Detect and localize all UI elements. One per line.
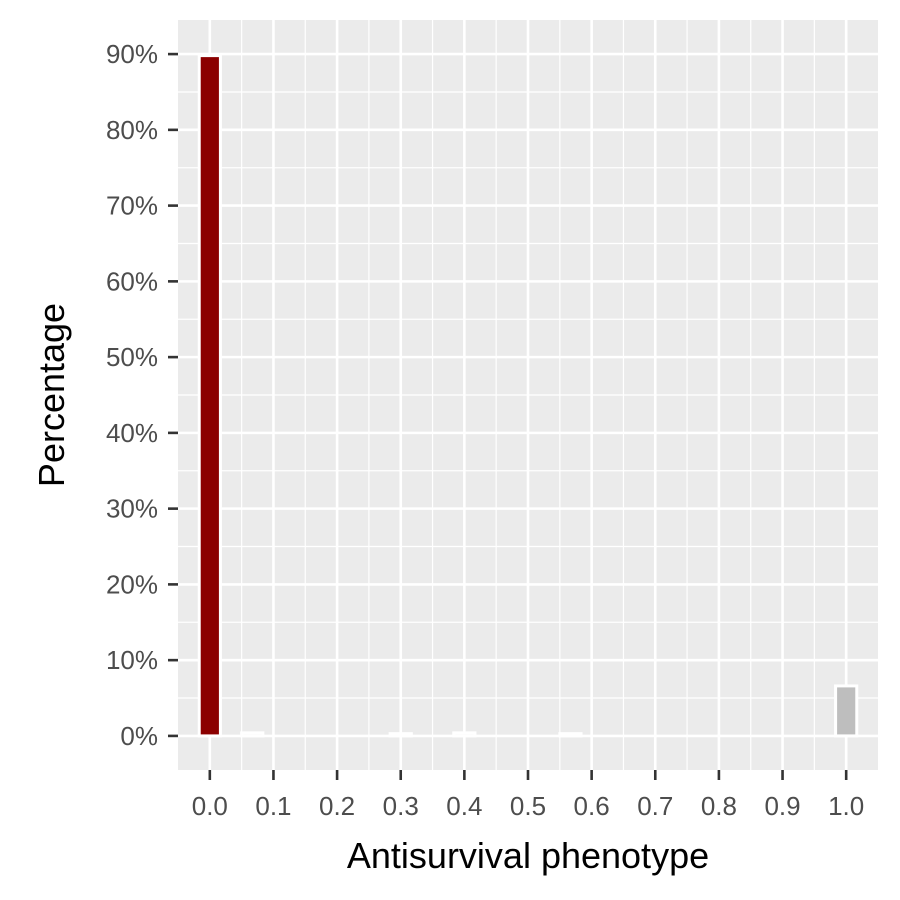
x-axis: 0.0 0.1 0.2 0.3 0.4 0.5 0.6 0.7 0.8 0.9 1.0 [192, 770, 864, 821]
x-tick-label: 0.5 [510, 791, 546, 821]
x-tick-label: 0.4 [446, 791, 482, 821]
y-tick-label: 90% [106, 39, 158, 69]
bar [452, 731, 477, 738]
x-tick-label: 0.3 [383, 791, 419, 821]
y-tick-label: 80% [106, 115, 158, 145]
bars [197, 54, 859, 738]
x-tick-label: 0.0 [192, 791, 228, 821]
x-tick-label: 0.2 [319, 791, 355, 821]
y-tick-label: 50% [106, 342, 158, 372]
bar [197, 54, 222, 738]
x-tick-label: 0.1 [255, 791, 291, 821]
y-tick-label: 70% [106, 191, 158, 221]
x-axis-title: Antisurvival phenotype [347, 835, 709, 876]
x-tick-label: 0.9 [764, 791, 800, 821]
y-tick-label: 40% [106, 418, 158, 448]
bar [558, 732, 583, 738]
y-tick-label: 0% [120, 721, 158, 751]
y-axis-title: Percentage [31, 303, 72, 487]
x-tick-label: 0.6 [574, 791, 610, 821]
bar [388, 732, 413, 738]
y-tick-label: 60% [106, 266, 158, 296]
x-tick-label: 1.0 [828, 791, 864, 821]
y-axis: 0% 10% 20% 30% 40% 50% 60% 70% 80% 90% [106, 39, 178, 751]
x-tick-label: 0.7 [637, 791, 673, 821]
y-tick-label: 30% [106, 494, 158, 524]
x-tick-label: 0.8 [701, 791, 737, 821]
bar [240, 731, 265, 738]
y-tick-label: 10% [106, 645, 158, 675]
y-tick-label: 20% [106, 569, 158, 599]
bar [834, 684, 859, 738]
